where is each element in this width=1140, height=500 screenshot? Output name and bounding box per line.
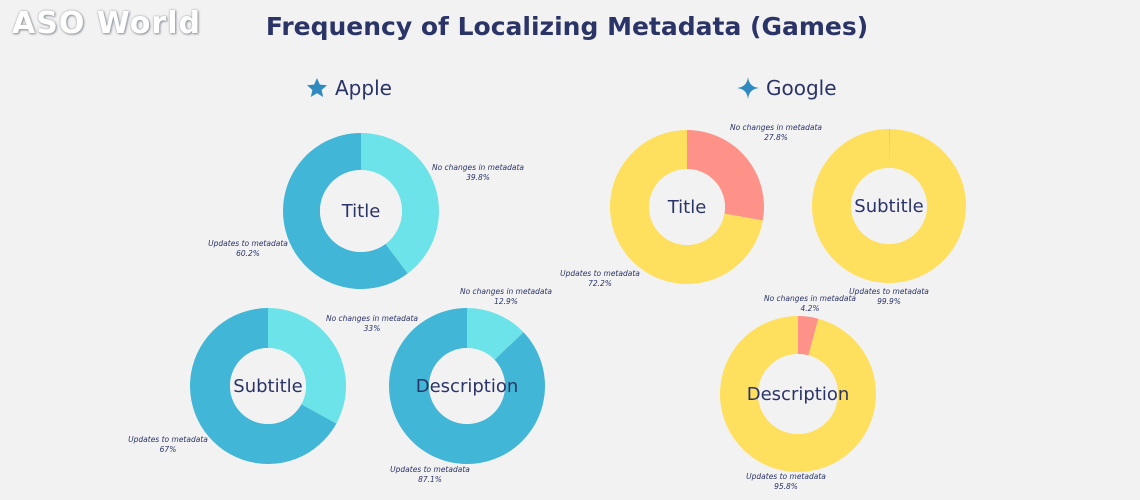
slice-percent-label: 12.9% xyxy=(494,297,518,306)
slice-no-changes xyxy=(467,308,524,360)
donut-center-label: Subtitle xyxy=(854,196,923,217)
slice-percent-label: 60.2% xyxy=(236,249,260,258)
slice-percent-label: 72.2% xyxy=(588,279,612,288)
slice-percent-label: 95.8% xyxy=(774,482,798,491)
donut-center-label: Description xyxy=(416,376,519,397)
donut-hole xyxy=(429,348,505,424)
store-label-apple: Apple xyxy=(305,76,392,100)
donut-hole xyxy=(758,354,838,434)
star-icon xyxy=(307,78,327,97)
slice-updates xyxy=(389,308,546,464)
slice-no-changes xyxy=(798,316,819,356)
slice-percent-label: 39.8% xyxy=(466,173,490,182)
slice-updates xyxy=(720,316,876,472)
slice-name-label: Updates to metadata xyxy=(208,239,288,248)
slice-name-label: No changes in metadata xyxy=(326,314,418,323)
slice-updates xyxy=(283,133,408,290)
store-label-google: Google xyxy=(736,76,837,100)
donut-hole xyxy=(230,348,306,424)
slice-name-label: Updates to metadata xyxy=(746,472,826,481)
donut-center-label: Subtitle xyxy=(233,376,302,397)
slice-percent-label: 4.2% xyxy=(800,304,819,313)
slice-percent-label: 27.8% xyxy=(764,133,788,142)
slice-no-changes xyxy=(268,308,346,424)
slice-no-changes xyxy=(687,130,764,221)
donut-hole xyxy=(851,168,927,244)
slice-name-label: Updates to metadata xyxy=(128,435,208,444)
slice-name-label: No changes in metadata xyxy=(432,163,524,172)
slice-name-label: Updates to metadata xyxy=(560,269,640,278)
slice-no-changes xyxy=(361,133,440,274)
store-name: Google xyxy=(766,76,837,100)
donut-center-label: Title xyxy=(341,201,381,222)
slice-percent-label: 99.9% xyxy=(877,297,901,306)
slice-percent-label: 33% xyxy=(364,324,381,333)
slice-name-label: No changes in metadata xyxy=(764,294,856,303)
chart-title: Frequency of Localizing Metadata (Games) xyxy=(265,12,869,41)
slice-name-label: No changes in metadata xyxy=(730,123,822,132)
slice-updates xyxy=(811,129,966,283)
slice-percent-label: 87.1% xyxy=(418,475,442,484)
slice-updates xyxy=(190,308,337,465)
sparkle-icon xyxy=(737,77,759,99)
slice-updates xyxy=(609,130,763,284)
slice-percent-label: 67% xyxy=(160,445,177,454)
slice-name-label: No changes in metadata xyxy=(460,287,552,296)
store-name: Apple xyxy=(335,76,392,100)
aso-world-logo: ASO World xyxy=(12,6,201,41)
donut-center-label: Description xyxy=(747,384,850,405)
slice-name-label: Updates to metadata xyxy=(849,287,929,296)
donut-center-label: Title xyxy=(667,197,707,218)
donut-hole xyxy=(649,169,725,245)
donut-hole xyxy=(320,170,402,252)
slice-name-label: Updates to metadata xyxy=(390,465,470,474)
